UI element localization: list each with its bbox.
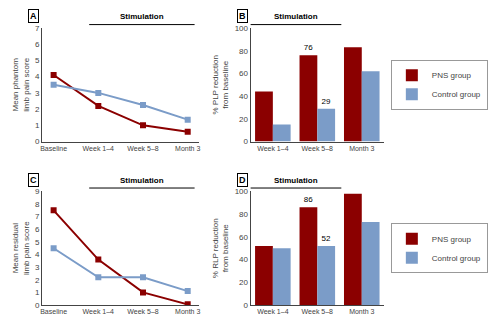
svg-text:52: 52 (321, 234, 330, 243)
svg-text:9: 9 (35, 187, 40, 196)
svg-text:Week 5–8: Week 5–8 (127, 145, 158, 152)
svg-text:76: 76 (304, 43, 313, 52)
svg-text:80: 80 (239, 210, 248, 219)
svg-text:60: 60 (239, 233, 248, 242)
svg-text:Mean residuallimb pain score: Mean residuallimb pain score (11, 221, 30, 275)
svg-text:100: 100 (235, 187, 249, 196)
svg-text:B: B (239, 11, 246, 21)
svg-text:6: 6 (35, 225, 40, 234)
svg-text:Control group: Control group (432, 254, 481, 263)
svg-text:Week 1–4: Week 1–4 (257, 145, 288, 152)
svg-text:20: 20 (239, 115, 248, 124)
svg-text:5: 5 (35, 56, 40, 65)
svg-text:100: 100 (235, 24, 249, 33)
svg-text:3: 3 (35, 89, 40, 98)
svg-text:0: 0 (244, 301, 249, 310)
svg-text:40: 40 (239, 92, 248, 101)
svg-text:Week 1–4: Week 1–4 (257, 308, 288, 315)
svg-text:5: 5 (35, 238, 40, 247)
svg-text:40: 40 (239, 255, 248, 264)
svg-text:Month 3: Month 3 (349, 145, 374, 152)
svg-text:4: 4 (35, 72, 40, 81)
svg-text:2: 2 (35, 105, 40, 114)
svg-text:2: 2 (35, 276, 40, 285)
svg-text:8: 8 (35, 200, 40, 209)
svg-text:Baseline: Baseline (40, 308, 67, 315)
svg-text:1: 1 (35, 288, 40, 297)
svg-text:Stimulation: Stimulation (120, 176, 164, 185)
svg-text:3: 3 (35, 263, 40, 272)
svg-text:% PLP reductionfrom baseline: % PLP reductionfrom baseline (211, 55, 230, 114)
svg-text:C: C (30, 175, 37, 185)
svg-text:Month 3: Month 3 (349, 308, 374, 315)
svg-text:Week 5–8: Week 5–8 (302, 308, 333, 315)
svg-text:86: 86 (304, 195, 313, 204)
svg-text:Baseline: Baseline (40, 145, 67, 152)
svg-text:7: 7 (35, 212, 40, 221)
svg-text:1: 1 (35, 121, 40, 130)
svg-text:% RLP reductionfrom baseline: % RLP reductionfrom baseline (211, 218, 230, 278)
svg-text:80: 80 (239, 47, 248, 56)
svg-text:Month 3: Month 3 (175, 145, 200, 152)
svg-text:0: 0 (35, 137, 40, 146)
svg-text:A: A (30, 11, 37, 21)
svg-text:4: 4 (35, 250, 40, 259)
svg-text:60: 60 (239, 69, 248, 78)
svg-text:Week 5–8: Week 5–8 (302, 145, 333, 152)
svg-text:Stimulation: Stimulation (274, 176, 318, 185)
svg-text:0: 0 (244, 137, 249, 146)
svg-text:20: 20 (239, 278, 248, 287)
svg-text:6: 6 (35, 40, 40, 49)
svg-text:Week 1–4: Week 1–4 (83, 308, 114, 315)
svg-text:PNS group: PNS group (432, 71, 472, 80)
svg-text:Week 5–8: Week 5–8 (127, 308, 158, 315)
svg-text:Stimulation: Stimulation (120, 12, 164, 21)
svg-text:PNS group: PNS group (432, 235, 472, 244)
svg-text:Control group: Control group (432, 90, 481, 99)
svg-text:Week 1–4: Week 1–4 (83, 145, 114, 152)
svg-text:Stimulation: Stimulation (274, 12, 318, 21)
svg-text:29: 29 (321, 97, 330, 106)
svg-text:D: D (239, 175, 246, 185)
svg-text:Mean phantomlimb pain score: Mean phantomlimb pain score (11, 57, 30, 111)
svg-text:0: 0 (35, 301, 40, 310)
svg-text:Month 3: Month 3 (175, 308, 200, 315)
svg-text:7: 7 (35, 24, 40, 33)
